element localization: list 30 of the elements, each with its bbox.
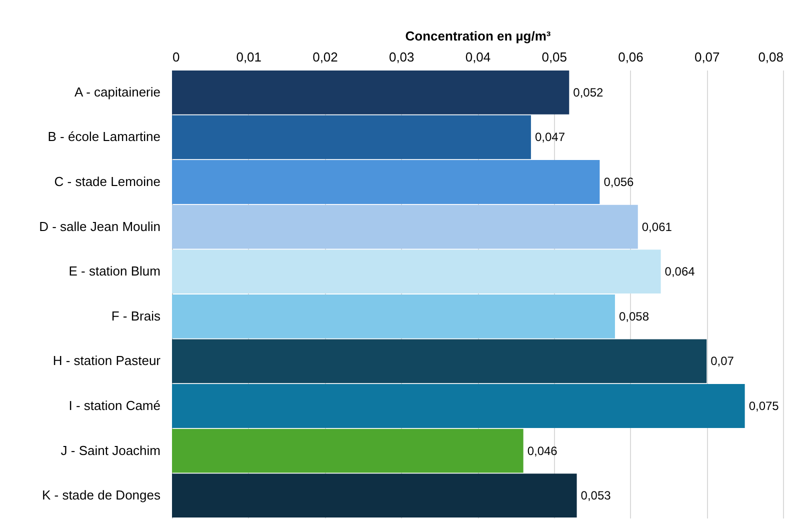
y-tick-label: I - station Camé [68,398,160,413]
y-tick-label: H - station Pasteur [52,353,162,368]
data-label: 0,064 [664,264,696,279]
y-tick-label: D - salle Jean Moulin [39,218,160,234]
x-tick-label: 0,05 [542,50,568,64]
y-tick-label: J - Saint Joachim [60,442,160,458]
y-tick-label: A - capitainerie [74,84,160,100]
x-tick-label: 0,01 [236,50,262,64]
y-tick-label: K - stade de Donges [42,488,161,503]
y-tick-label: C - stade Lemoine [54,174,160,189]
x-tick-label: 0,02 [312,50,338,64]
data-label: 0,075 [748,399,780,413]
data-label: 0,056 [604,175,634,189]
y-tick-label: E - station Blum [68,264,160,279]
x-axis-title: Concentration en µg/m³ [405,28,552,44]
data-label: 0,053 [580,488,612,503]
data-label: 0,07 [710,354,734,368]
x-tick-label: 0,07 [694,50,720,64]
x-tick-label: 0,04 [465,50,491,64]
data-label: 0,061 [642,220,672,234]
y-tick-label: B - école Lamartine [48,129,160,144]
x-tick-label: 0,03 [388,50,414,64]
x-tick-label: 0,08 [758,50,784,64]
data-label: 0,058 [618,309,650,324]
y-tick-label: F - Brais [111,308,161,324]
data-label: 0,046 [527,444,558,458]
data-label: 0,052 [573,85,604,100]
x-tick-label: 0,06 [618,50,644,64]
data-label: 0,047 [534,130,566,144]
x-tick-label: 0 [172,50,180,64]
